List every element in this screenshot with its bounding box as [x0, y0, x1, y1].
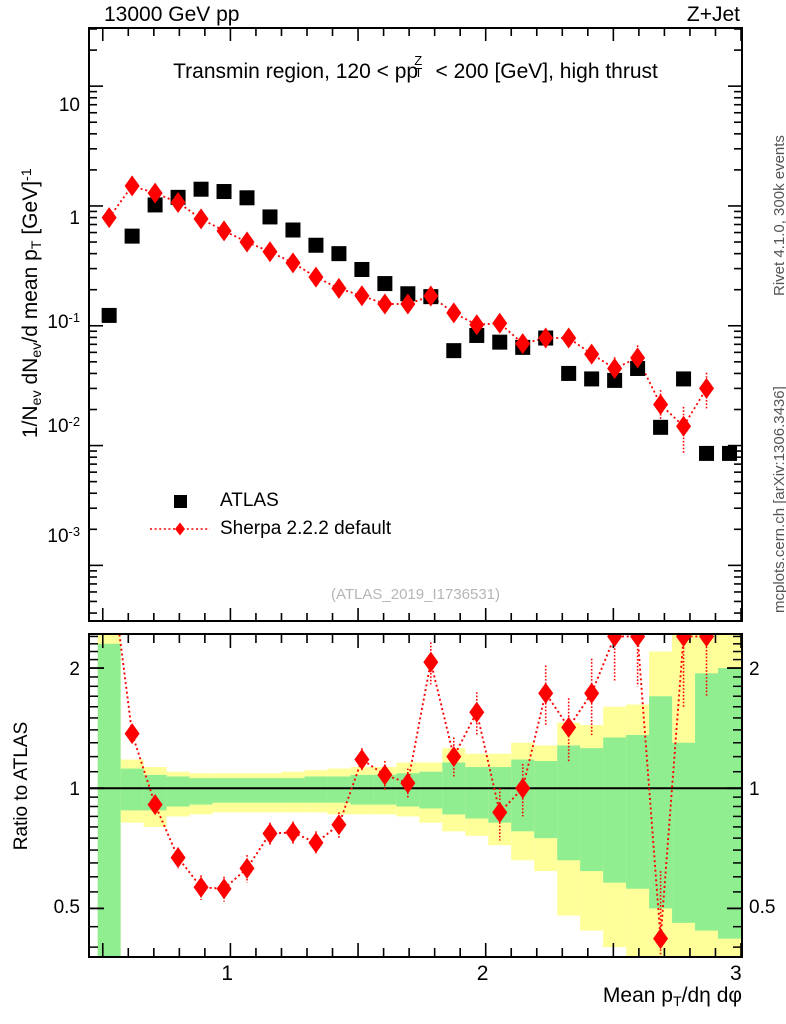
y-tick-1e-2: 10-2 [47, 414, 80, 437]
dataset-watermark: (ATLAS_2019_I1736531) [330, 586, 500, 603]
legend: ATLAS Sherpa 2.2.2 default [148, 487, 391, 543]
beam-energy-label: 13000 GeV pp [104, 3, 240, 26]
x-tick-1: 1 [221, 962, 234, 985]
ratio-y-tick-2-left: 2 [69, 659, 80, 680]
ratio-y-axis-title: Ratio to ATLAS [11, 721, 32, 851]
y-tick-10: 10 [58, 95, 80, 116]
plot-title: Transmin region, 120 < pp T Z < 200 [GeV],… [173, 53, 658, 83]
ratio-y-tick-1-left: 1 [69, 779, 80, 800]
legend-entry-sherpa: Sherpa 2.2.2 default [148, 515, 391, 543]
ratio-plot-panel [88, 633, 743, 958]
y-axis-title: 1/Nev dNev/d mean pT [GeV]-1 [18, 168, 46, 439]
ratio-y-tick-05-right: 0.5 [749, 897, 776, 918]
mcplots-caption: mcplots.cern.ch [arXiv:1306.3436] [771, 386, 786, 613]
main-plot-canvas [90, 29, 741, 620]
legend-label-atlas: ATLAS [220, 490, 279, 511]
main-plot-panel [88, 27, 743, 622]
y-tick-1e-3: 10-3 [47, 524, 80, 547]
y-tick-1e-1: 10-1 [47, 310, 80, 333]
ratio-y-tick-1-right: 1 [749, 779, 760, 800]
rivet-caption: Rivet 4.1.0, 300k events [771, 135, 786, 296]
process-label: Z+Jet [686, 3, 740, 26]
x-tick-3: 3 [730, 962, 742, 985]
ratio-y-tick-2-right: 2 [749, 659, 760, 680]
plot-title-prefix: Transmin region, 120 < p [173, 60, 407, 83]
red-diamond-dotted-icon [148, 521, 212, 537]
x-axis-title: Mean pT/dη dφ [602, 984, 742, 1010]
ratio-plot-canvas [90, 635, 741, 956]
y-tick-1: 1 [69, 208, 80, 229]
x-tick-2: 2 [476, 962, 489, 985]
plot-title-suffix: < 200 [GeV], high thrust [429, 60, 658, 83]
black-square-icon [148, 494, 212, 508]
legend-entry-atlas: ATLAS [148, 487, 391, 515]
legend-label-sherpa: Sherpa 2.2.2 default [220, 518, 392, 539]
ratio-y-tick-05-left: 0.5 [53, 897, 80, 918]
